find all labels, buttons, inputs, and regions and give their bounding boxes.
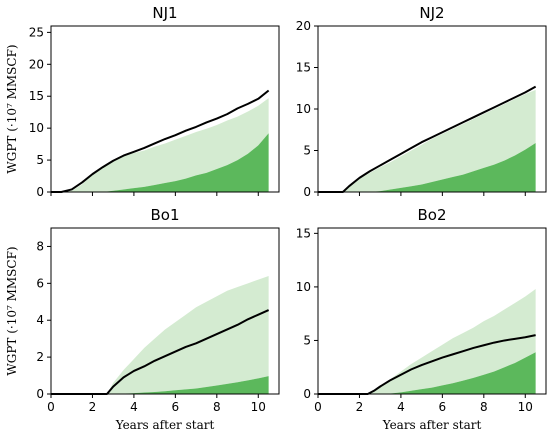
y-tick-label: 0 <box>303 185 311 199</box>
y-tick-label: 10 <box>296 280 311 294</box>
lower-band-area <box>51 376 269 394</box>
y-tick-label: 5 <box>36 153 44 167</box>
upper-band-area <box>51 98 269 192</box>
lower-band-area <box>51 133 269 192</box>
y-tick-label: 8 <box>36 239 44 253</box>
x-tick-label: 0 <box>47 400 55 414</box>
upper-band-area <box>318 89 536 192</box>
chart-title: NJ1 <box>152 4 177 22</box>
chart-title: Bo2 <box>417 206 446 224</box>
x-axis-label: Years after start <box>382 418 482 432</box>
y-tick-label: 20 <box>296 19 311 33</box>
upper-band-area <box>318 289 536 394</box>
x-tick-label: 2 <box>356 400 364 414</box>
y-tick-label: 6 <box>36 276 44 290</box>
y-tick-label: 0 <box>303 387 311 401</box>
y-tick-label: 0 <box>36 185 44 199</box>
panel-nj1: 0 5 10 15 20 25 NJ1 WGPT (·10⁷ MMSCF) <box>5 4 280 199</box>
x-tick-label: 10 <box>251 400 266 414</box>
y-tick-label: 15 <box>296 226 311 240</box>
y-tick-label: 5 <box>303 144 311 158</box>
chart-title: NJ2 <box>419 4 444 22</box>
panel-bo2: 0 5 10 15 0 2 4 6 8 10 Bo2 Years after start <box>296 206 547 432</box>
upper-band-area <box>51 275 269 394</box>
axes-frame <box>50 25 280 193</box>
y-axis-label: WGPT (·10⁷ MMSCF) <box>5 246 19 375</box>
y-tick-label: 2 <box>36 350 44 364</box>
y-tick-label: 4 <box>36 313 44 327</box>
y-tick-label: 10 <box>296 102 311 116</box>
axes-frame <box>317 227 547 395</box>
x-tick-label: 10 <box>518 400 533 414</box>
y-axis-label: WGPT (·10⁷ MMSCF) <box>5 44 19 173</box>
y-tick-label: 10 <box>29 121 44 135</box>
chart-title: Bo1 <box>150 206 179 224</box>
x-tick-label: 4 <box>397 400 405 414</box>
lower-band-area <box>318 143 536 192</box>
x-axis-label: Years after start <box>115 418 215 432</box>
y-tick-label: 5 <box>303 333 311 347</box>
x-tick-label: 6 <box>172 400 180 414</box>
x-tick-label: 4 <box>130 400 138 414</box>
lower-band-area <box>318 352 536 394</box>
median-line <box>318 85 537 193</box>
y-tick-label: 15 <box>29 89 44 103</box>
axes-frame <box>50 227 280 395</box>
y-tick-label: 0 <box>36 387 44 401</box>
median-line <box>51 89 270 193</box>
panel-nj2: 0 5 10 15 20 NJ2 <box>296 4 547 199</box>
y-tick-label: 20 <box>29 57 44 71</box>
x-tick-label: 0 <box>314 400 322 414</box>
x-tick-label: 6 <box>439 400 447 414</box>
x-tick-label: 8 <box>213 400 221 414</box>
y-tick-label: 25 <box>29 25 44 39</box>
x-tick-label: 8 <box>480 400 488 414</box>
y-tick-label: 15 <box>296 61 311 75</box>
panel-bo1: 0 2 4 6 8 0 2 4 6 8 10 Bo1 Years after start WGPT (·1… <box>5 206 280 432</box>
x-tick-label: 2 <box>89 400 97 414</box>
